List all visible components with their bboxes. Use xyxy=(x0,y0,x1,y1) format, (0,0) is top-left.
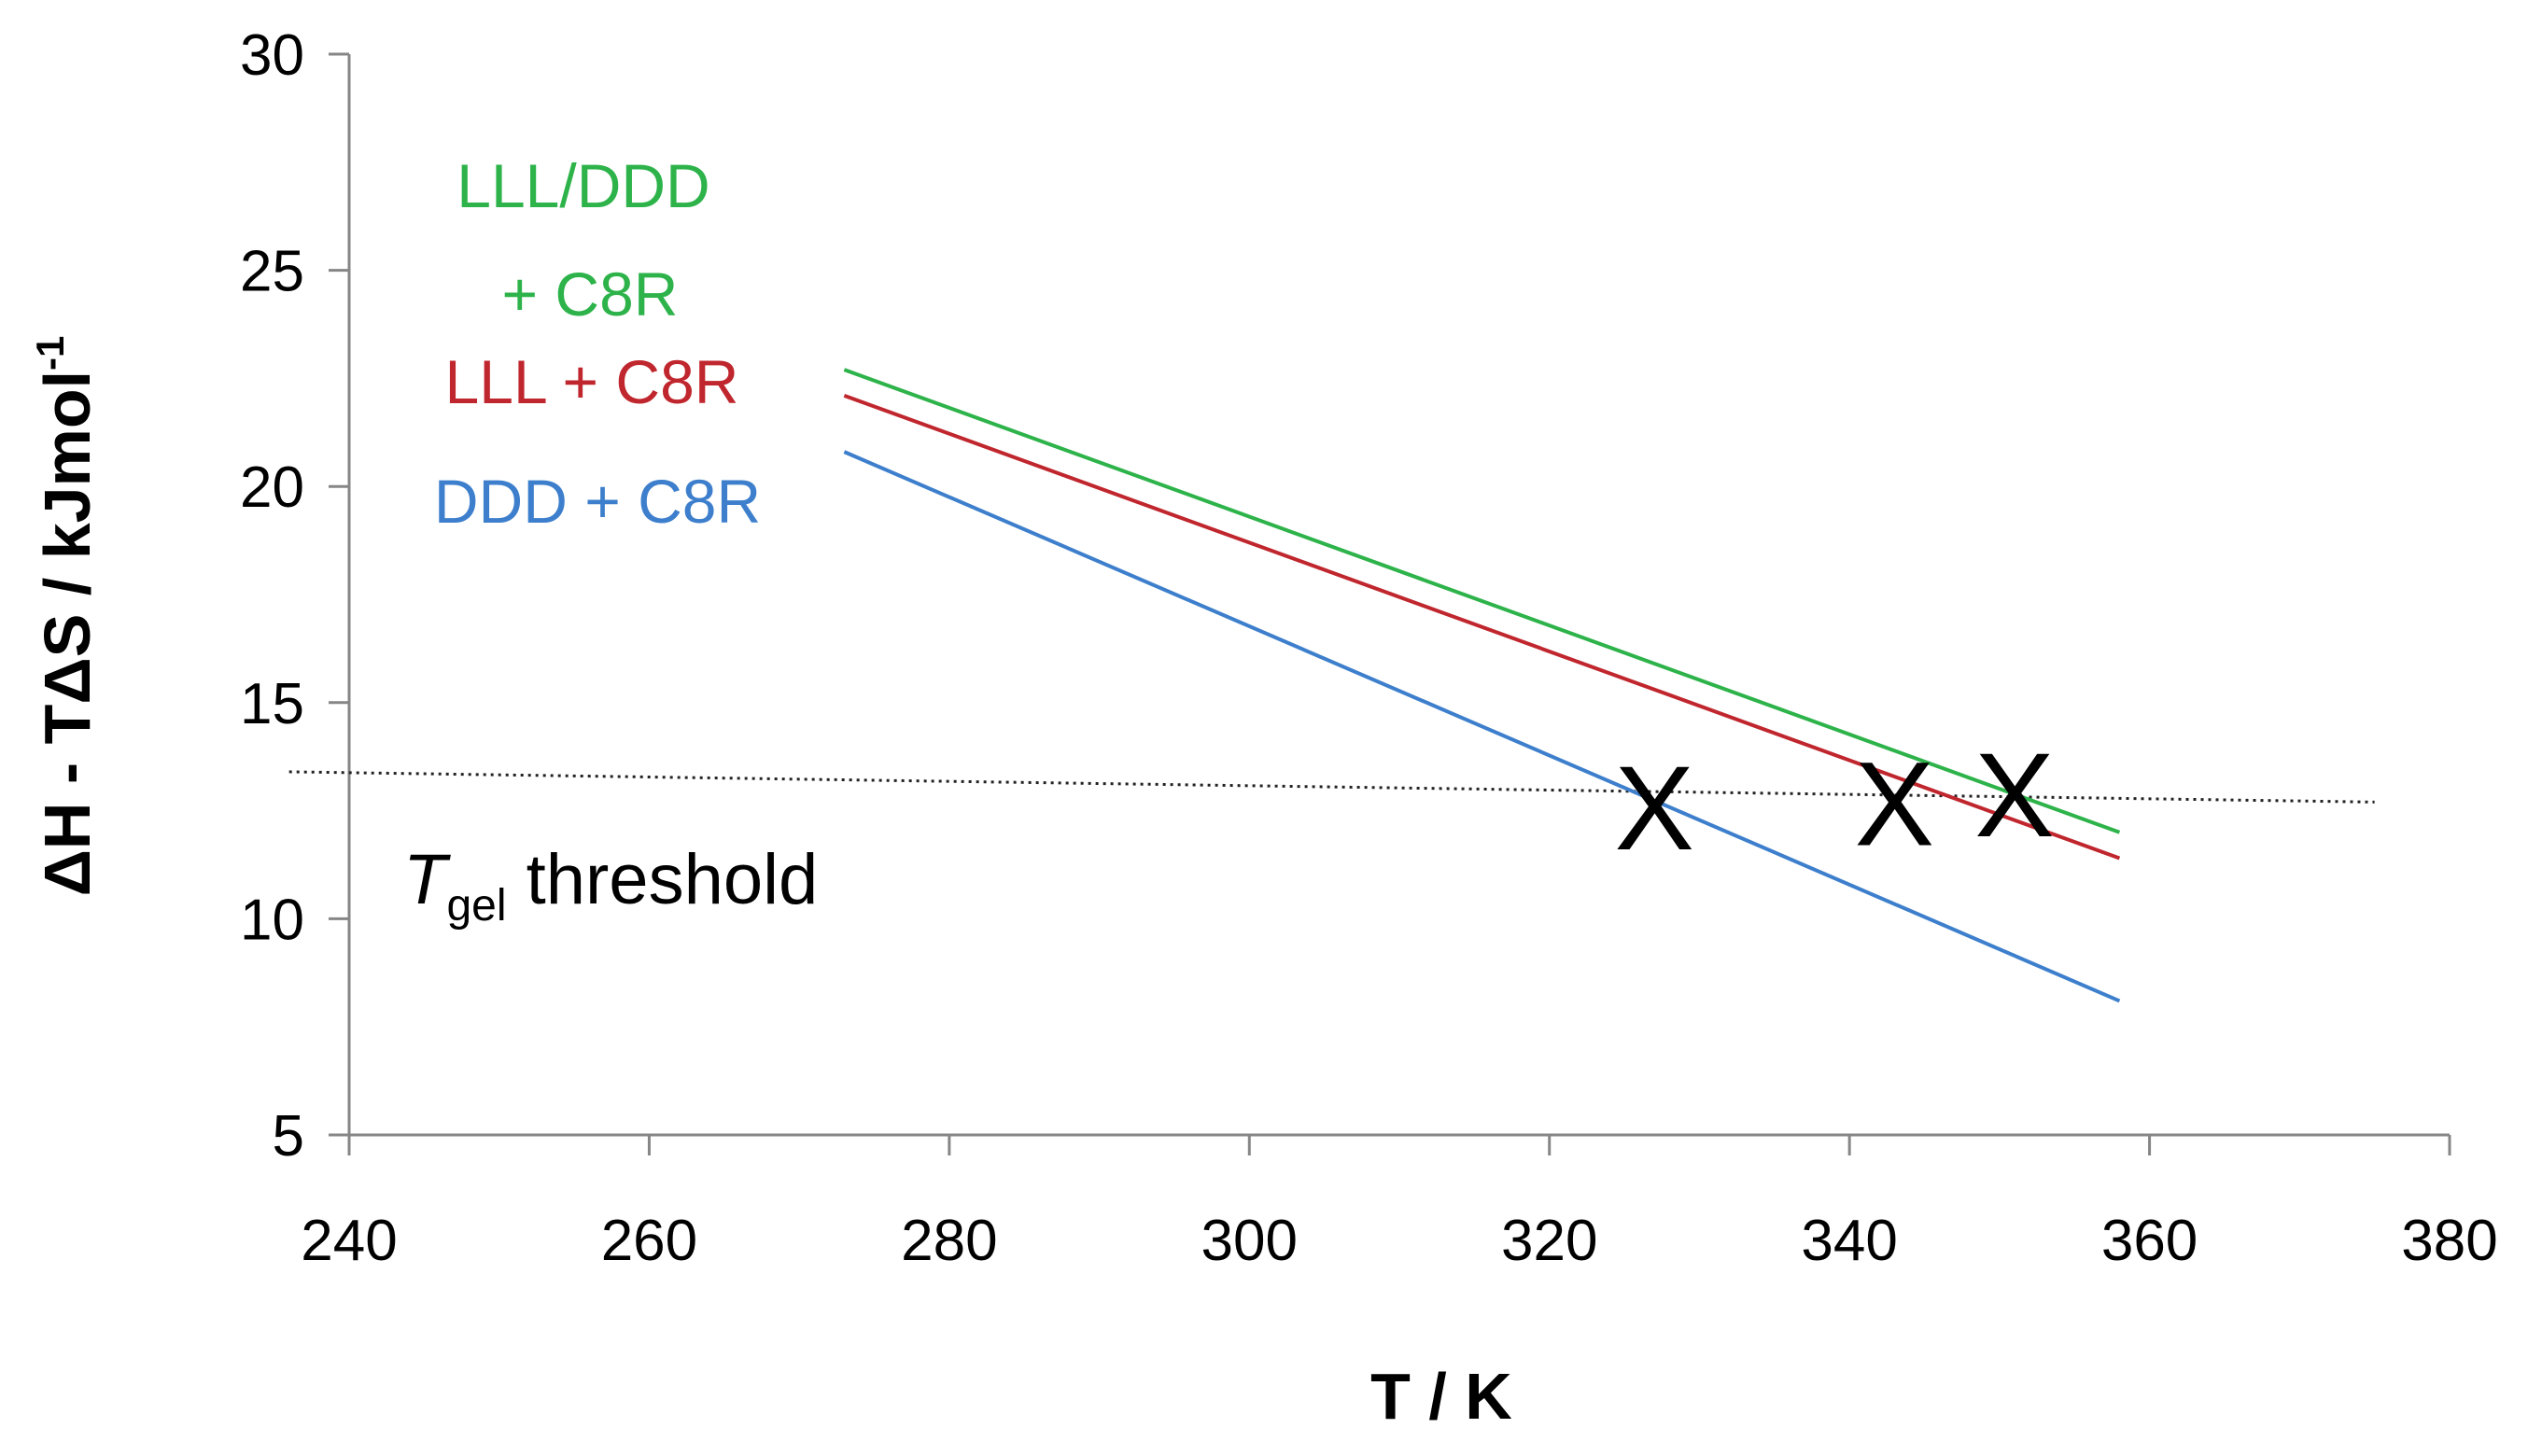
threshold-label-subscript: gel xyxy=(446,881,506,931)
y-tick-label: 25 xyxy=(240,240,304,304)
threshold-label: Tgel threshold xyxy=(403,840,818,931)
series-line-2 xyxy=(843,394,2121,861)
x-tick-label: 300 xyxy=(1201,1209,1298,1273)
y-tick-label: 15 xyxy=(240,672,304,736)
x-tick-label: 360 xyxy=(2101,1209,2198,1273)
y-axis-title: ΔH - TΔS / kJmol-1 xyxy=(28,336,104,897)
y-axis-title-main: ΔH - TΔS / kJmol xyxy=(31,371,104,897)
x-tick-label: 260 xyxy=(601,1209,697,1273)
threshold-label-text: threshold xyxy=(507,840,819,919)
y-tick-label: 10 xyxy=(240,888,304,952)
series-line-1 xyxy=(843,368,2121,834)
threshold-line xyxy=(288,770,2375,804)
x-tick-label: 240 xyxy=(301,1209,397,1273)
intersection-marker: X xyxy=(1855,737,1934,871)
x-axis-title: T / K xyxy=(1370,1360,1512,1433)
threshold-label-symbol: T xyxy=(403,840,451,919)
axes: 240 260 280 300 320 340 360 380 5 10 15 20 25 30 T / K… xyxy=(28,23,2498,1433)
series-label-1: + C8R xyxy=(502,259,679,329)
intersection-marker: X xyxy=(1974,729,2054,862)
y-tick-label: 20 xyxy=(240,455,304,520)
x-tick-label: 340 xyxy=(1801,1209,1897,1273)
x-tick-label: 280 xyxy=(901,1209,997,1273)
x-tick-label: 320 xyxy=(1501,1209,1597,1273)
label-layer: LLL/DDD + C8R LLL + C8R DDD + C8R Tgel thres… xyxy=(403,151,818,931)
y-tick-label: 5 xyxy=(273,1104,304,1169)
y-tick-label: 30 xyxy=(240,23,304,88)
x-tick-label: 380 xyxy=(2401,1209,2497,1273)
intersection-marker: X xyxy=(1615,742,1694,875)
series-label-2: LLL + C8R xyxy=(445,347,739,416)
series-label-1: LLL/DDD xyxy=(456,151,709,220)
series-line-3 xyxy=(843,450,2121,1003)
series-label-3: DDD + C8R xyxy=(434,467,761,536)
threshold-layer xyxy=(288,770,2375,804)
series-layer xyxy=(843,368,2121,1003)
y-axis-title-superscript: -1 xyxy=(28,336,72,371)
